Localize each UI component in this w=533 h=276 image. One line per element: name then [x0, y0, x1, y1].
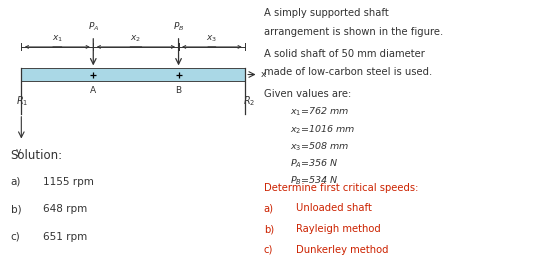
- Text: $x_3$=508 mm: $x_3$=508 mm: [290, 140, 350, 153]
- Text: A simply supported shaft: A simply supported shaft: [264, 8, 389, 18]
- Text: made of low-carbon steel is used.: made of low-carbon steel is used.: [264, 67, 432, 77]
- Text: $P_B$=534 N: $P_B$=534 N: [290, 174, 339, 187]
- Text: Given values are:: Given values are:: [264, 89, 351, 99]
- Text: Determine first critical speeds:: Determine first critical speeds:: [264, 183, 418, 193]
- Text: x: x: [261, 70, 266, 79]
- Text: b): b): [11, 204, 21, 214]
- Text: Solution:: Solution:: [11, 149, 63, 162]
- Text: arrangement is shown in the figure.: arrangement is shown in the figure.: [264, 27, 443, 37]
- Text: $x_1$: $x_1$: [52, 34, 63, 44]
- Text: Unloaded shaft: Unloaded shaft: [296, 203, 372, 213]
- Text: B: B: [175, 86, 182, 95]
- Text: 1155 rpm: 1155 rpm: [43, 177, 93, 187]
- Text: $x_2$=1016 mm: $x_2$=1016 mm: [290, 123, 356, 136]
- Text: $x_1$=762 mm: $x_1$=762 mm: [290, 106, 350, 118]
- Text: $R_1$: $R_1$: [16, 94, 28, 108]
- Text: 651 rpm: 651 rpm: [43, 232, 87, 242]
- Text: $P_A$: $P_A$: [87, 21, 99, 33]
- Text: b): b): [264, 224, 274, 234]
- Text: $x_3$: $x_3$: [206, 34, 217, 44]
- Text: $P_B$: $P_B$: [173, 21, 184, 33]
- Text: $x_2$: $x_2$: [131, 34, 141, 44]
- Text: A: A: [90, 86, 96, 95]
- Text: a): a): [264, 203, 274, 213]
- Text: y: y: [16, 147, 21, 156]
- FancyBboxPatch shape: [21, 68, 245, 81]
- Text: c): c): [264, 245, 273, 255]
- Text: $P_A$=356 N: $P_A$=356 N: [290, 157, 339, 170]
- Text: $R_2$: $R_2$: [243, 94, 255, 108]
- Text: 648 rpm: 648 rpm: [43, 204, 87, 214]
- Text: c): c): [11, 232, 20, 242]
- Text: a): a): [11, 177, 21, 187]
- Text: A solid shaft of 50 mm diameter: A solid shaft of 50 mm diameter: [264, 49, 425, 59]
- Text: Dunkerley method: Dunkerley method: [296, 245, 389, 255]
- Text: Rayleigh method: Rayleigh method: [296, 224, 381, 234]
